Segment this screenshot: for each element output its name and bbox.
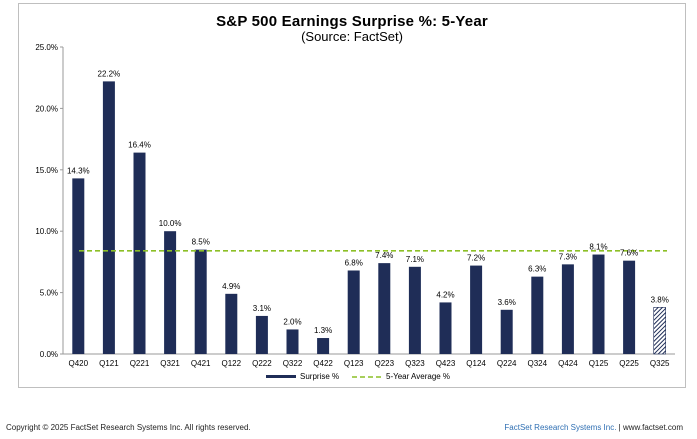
x-tick-label: Q325 — [650, 359, 670, 368]
x-tick-label: Q323 — [405, 359, 425, 368]
x-tick-label: Q322 — [283, 359, 303, 368]
bar-value-label: 1.3% — [314, 326, 332, 335]
bar-q124 — [470, 265, 483, 354]
y-tick-label: 25.0% — [35, 43, 58, 52]
x-tick-label: Q421 — [191, 359, 211, 368]
bar-value-label: 2.0% — [283, 317, 301, 326]
footer-credit: FactSet Research Systems Inc. | www.fact… — [504, 423, 683, 432]
y-tick-label: 15.0% — [35, 166, 58, 175]
footer-copyright: Copyright © 2025 FactSet Research System… — [6, 423, 251, 432]
x-tick-label: Q324 — [528, 359, 548, 368]
x-tick-label: Q122 — [222, 359, 242, 368]
bar-q125 — [592, 254, 605, 354]
bar-value-label: 7.2% — [467, 254, 485, 263]
bar-value-label: 22.2% — [98, 69, 121, 78]
bar-value-label: 6.8% — [345, 258, 363, 267]
bar-value-label: 7.1% — [406, 255, 424, 264]
x-tick-label: Q423 — [436, 359, 456, 368]
x-tick-label: Q223 — [375, 359, 395, 368]
y-tick-label: 20.0% — [35, 104, 58, 113]
bar-q422 — [317, 338, 330, 354]
bar-value-label: 7.3% — [559, 252, 577, 261]
bar-q321 — [164, 231, 177, 354]
bar-q324 — [531, 276, 544, 354]
footer-site-link[interactable]: www.factset.com — [622, 423, 683, 432]
bar-value-label: 10.0% — [159, 219, 182, 228]
chart-frame: S&P 500 Earnings Surprise %: 5-Year (Sou… — [18, 3, 686, 388]
bar-value-label: 8.1% — [589, 243, 607, 252]
bar-q423 — [439, 302, 452, 354]
footer-separator: | — [618, 423, 621, 432]
chart-title: S&P 500 Earnings Surprise %: 5-Year — [216, 13, 488, 30]
x-tick-label: Q125 — [589, 359, 609, 368]
x-tick-label: Q123 — [344, 359, 364, 368]
bar-value-label: 4.9% — [222, 282, 240, 291]
bar-chart: 0.0% 5.0% 10.0% 15.0% 20.0% 25.0% 14.3% Q420 22… — [35, 43, 675, 381]
y-tick-label: 0.0% — [40, 350, 58, 359]
x-tick-label: Q420 — [69, 359, 89, 368]
y-tick-label: 5.0% — [40, 289, 58, 298]
x-tick-label: Q225 — [619, 359, 639, 368]
bar-q424 — [561, 264, 574, 354]
bar-q322 — [286, 329, 299, 354]
bar-value-label: 7.6% — [620, 249, 638, 258]
x-tick-label: Q221 — [130, 359, 150, 368]
x-tick-label: Q321 — [160, 359, 180, 368]
bar-value-label: 3.1% — [253, 304, 271, 313]
bar-value-label: 3.6% — [498, 298, 516, 307]
chart-subtitle: (Source: FactSet) — [301, 29, 403, 44]
x-tick-label: Q121 — [99, 359, 119, 368]
bar-q123 — [347, 270, 360, 354]
bar-value-label: 14.3% — [67, 166, 90, 175]
x-tick-label: Q424 — [558, 359, 578, 368]
bar-q225 — [623, 260, 636, 354]
bar-value-label: 16.4% — [128, 141, 151, 150]
bar-q221 — [133, 152, 146, 354]
bar-value-label: 3.8% — [651, 295, 669, 304]
bar-q421 — [194, 249, 207, 354]
x-tick-label: Q124 — [466, 359, 486, 368]
y-tick-label: 10.0% — [35, 227, 58, 236]
bar-value-label: 4.2% — [436, 290, 454, 299]
bar-q122 — [225, 293, 238, 354]
bar-q121 — [102, 81, 115, 354]
footer-brand-link[interactable]: FactSet Research Systems Inc. — [504, 423, 617, 432]
bar-q223 — [378, 263, 391, 354]
bar-q224 — [500, 309, 513, 354]
bar-value-label: 6.3% — [528, 265, 546, 274]
bar-value-label: 8.5% — [192, 238, 210, 247]
bar-q325 — [653, 307, 667, 355]
x-tick-label: Q222 — [252, 359, 272, 368]
legend-label-surprise: Surprise % — [300, 372, 339, 381]
bar-q222 — [255, 315, 268, 354]
x-tick-label: Q224 — [497, 359, 517, 368]
legend-label-average: 5-Year Average % — [386, 372, 450, 381]
legend-swatch-surprise — [266, 375, 296, 378]
bar-q420 — [72, 178, 85, 354]
bar-q323 — [408, 266, 421, 354]
x-tick-label: Q422 — [313, 359, 333, 368]
bar-value-label: 7.4% — [375, 251, 393, 260]
